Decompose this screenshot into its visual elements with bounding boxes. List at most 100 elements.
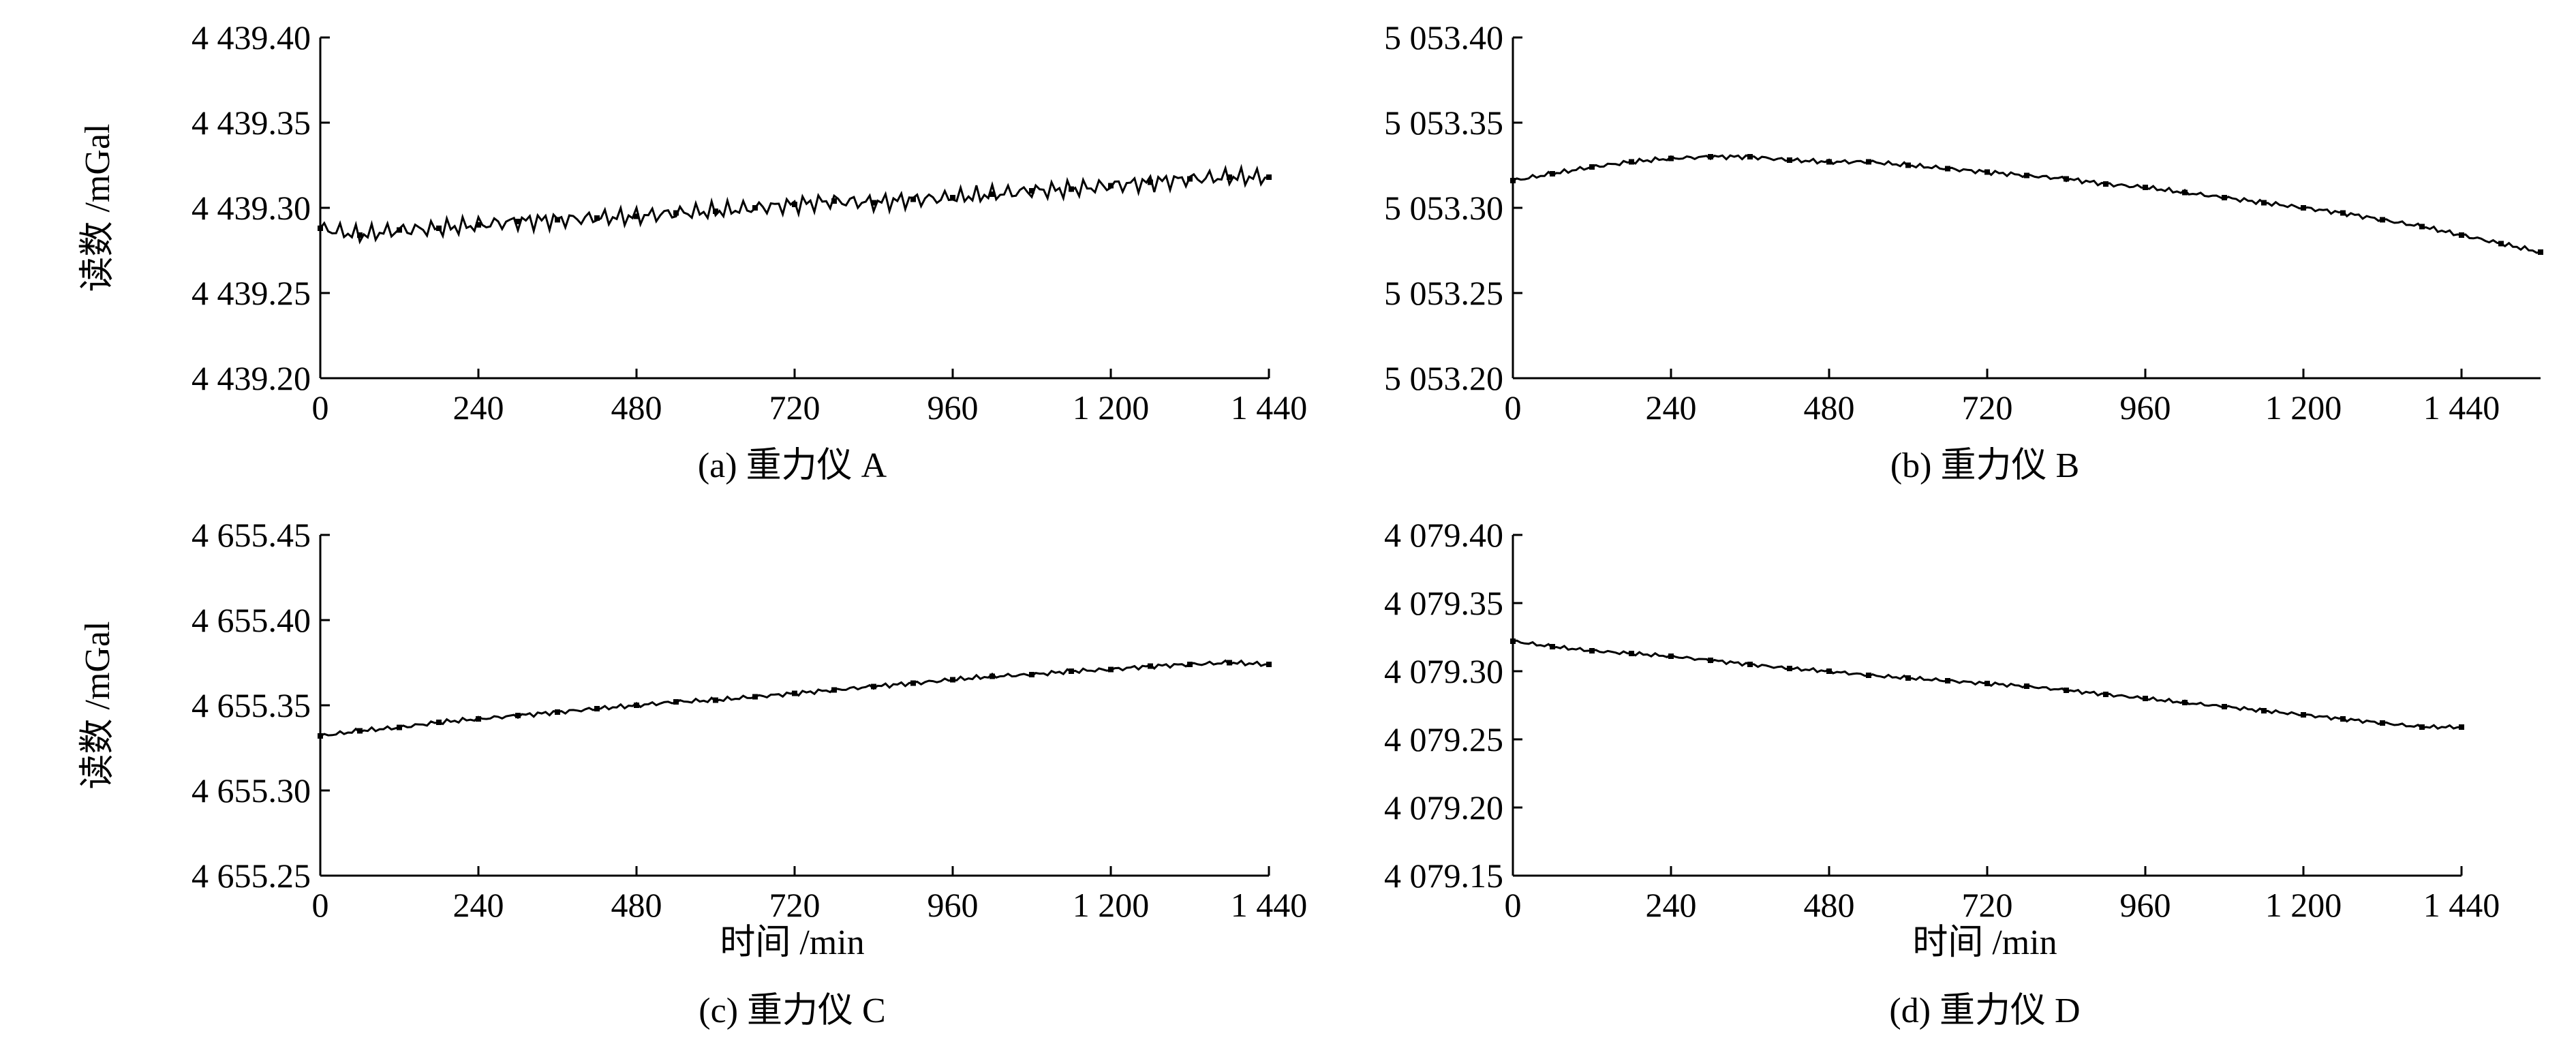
data-point [792,202,797,207]
data-point [2459,232,2464,238]
data-point [1984,681,1990,686]
data-point [436,226,442,231]
data-point [2182,189,2188,196]
data-point [990,673,995,679]
y-axis-title: 读数 /mGal [78,124,117,292]
data-point [2182,700,2188,705]
data-point [357,232,363,238]
data-point [792,690,797,696]
data-point [2143,696,2148,701]
data-point [634,703,639,708]
data-point [2380,720,2385,726]
data-point [713,209,718,214]
data-point [594,215,600,221]
data-point [1550,644,1555,649]
data-point [673,699,679,705]
data-point [594,706,600,711]
y-tick-label: 5 053.30 [1384,189,1503,227]
y-tick-label: 5 053.35 [1384,104,1503,142]
y-tick-label: 4 655.30 [191,771,311,810]
data-point [1668,653,1674,659]
data-point [2419,724,2425,730]
y-tick-label: 4 079.30 [1384,652,1503,690]
data-point [1029,188,1034,194]
x-tick-label: 480 [611,886,662,924]
data-point [555,709,560,715]
y-tick-label: 4 439.30 [191,189,311,227]
data-point [1227,174,1232,180]
data-point [752,205,758,211]
data-point [2538,249,2543,255]
y-tick-label: 4 079.15 [1384,857,1503,895]
x-tick-label: 720 [769,388,821,427]
data-point [1826,668,1832,674]
data-point [1550,171,1555,176]
data-point [1747,662,1753,667]
data-point [2222,704,2227,709]
data-point [1589,648,1595,653]
x-axis-title: 时间 /min [1912,923,2057,962]
panel-c: 4 655.25 4 655.30 4 655.35 4 655.40 4 655.45… [78,516,1307,1030]
data-point [1227,660,1232,666]
data-point [1108,183,1114,189]
data-point [1187,662,1193,667]
data-point [1029,672,1034,677]
x-tick-label: 240 [453,886,504,924]
panel-caption: (a) 重力仪 A [698,446,887,485]
x-tick-label: 240 [1646,388,1697,427]
data-point [1708,154,1713,159]
x-tick-label: 1 440 [1231,886,1308,924]
data-point [831,198,837,204]
data-point [1668,155,1674,161]
data-point [2024,683,2029,689]
x-tick-label: 0 [1505,886,1522,924]
data-point [1866,159,1871,165]
panel-a: 4 439.20 4 439.25 4 439.30 4 439.35 4 439.40… [78,18,1307,485]
data-point [910,680,916,686]
x-tick-label: 720 [1962,388,2013,427]
data-point [2064,176,2069,182]
data-point [1108,666,1114,673]
data-point [1069,668,1074,674]
data-point [1905,162,1911,168]
data-point [1629,159,1634,165]
data-point [397,724,402,730]
panel-caption: (c) 重力仪 C [699,991,885,1030]
data-point [2340,210,2346,216]
data-point [1905,675,1911,681]
data-point [397,227,402,233]
panel-b: 5 053.20 5 053.25 5 053.30 5 053.35 5 053.40… [1384,18,2543,485]
x-tick-label: 240 [1646,886,1697,924]
data-point [1266,174,1272,180]
y-tick-label: 5 053.25 [1384,274,1503,312]
data-point [1266,662,1272,667]
data-point [357,728,363,734]
y-tick-label: 4 079.20 [1384,788,1503,827]
data-point [950,195,955,200]
x-tick-label: 960 [2120,388,2171,427]
panel-d: 4 079.15 4 079.20 4 079.25 4 079.30 4 079.35… [1384,516,2500,1030]
data-point [2301,712,2306,718]
data-point [2459,724,2464,730]
x-tick-label: 1 440 [1231,388,1308,427]
x-tick-label: 240 [453,388,504,427]
y-tick-label: 4 439.25 [191,274,311,312]
data-point [1069,186,1074,192]
data-point [515,713,521,718]
x-tick-label: 0 [312,886,329,924]
data-point [1984,169,1990,175]
x-tick-label: 1 200 [1073,388,1150,427]
y-tick-label: 4 079.40 [1384,516,1503,554]
data-point [1187,176,1193,182]
x-tick-label: 1 440 [2423,388,2500,427]
data-point [2064,688,2069,693]
data-point [1945,678,1950,683]
data-point [1747,154,1753,159]
data-point [515,219,521,224]
data-point [1708,658,1713,663]
data-point [1866,673,1871,678]
data-point [950,677,955,683]
y-tick-label: 5 053.20 [1384,359,1503,397]
data-point [476,222,481,228]
